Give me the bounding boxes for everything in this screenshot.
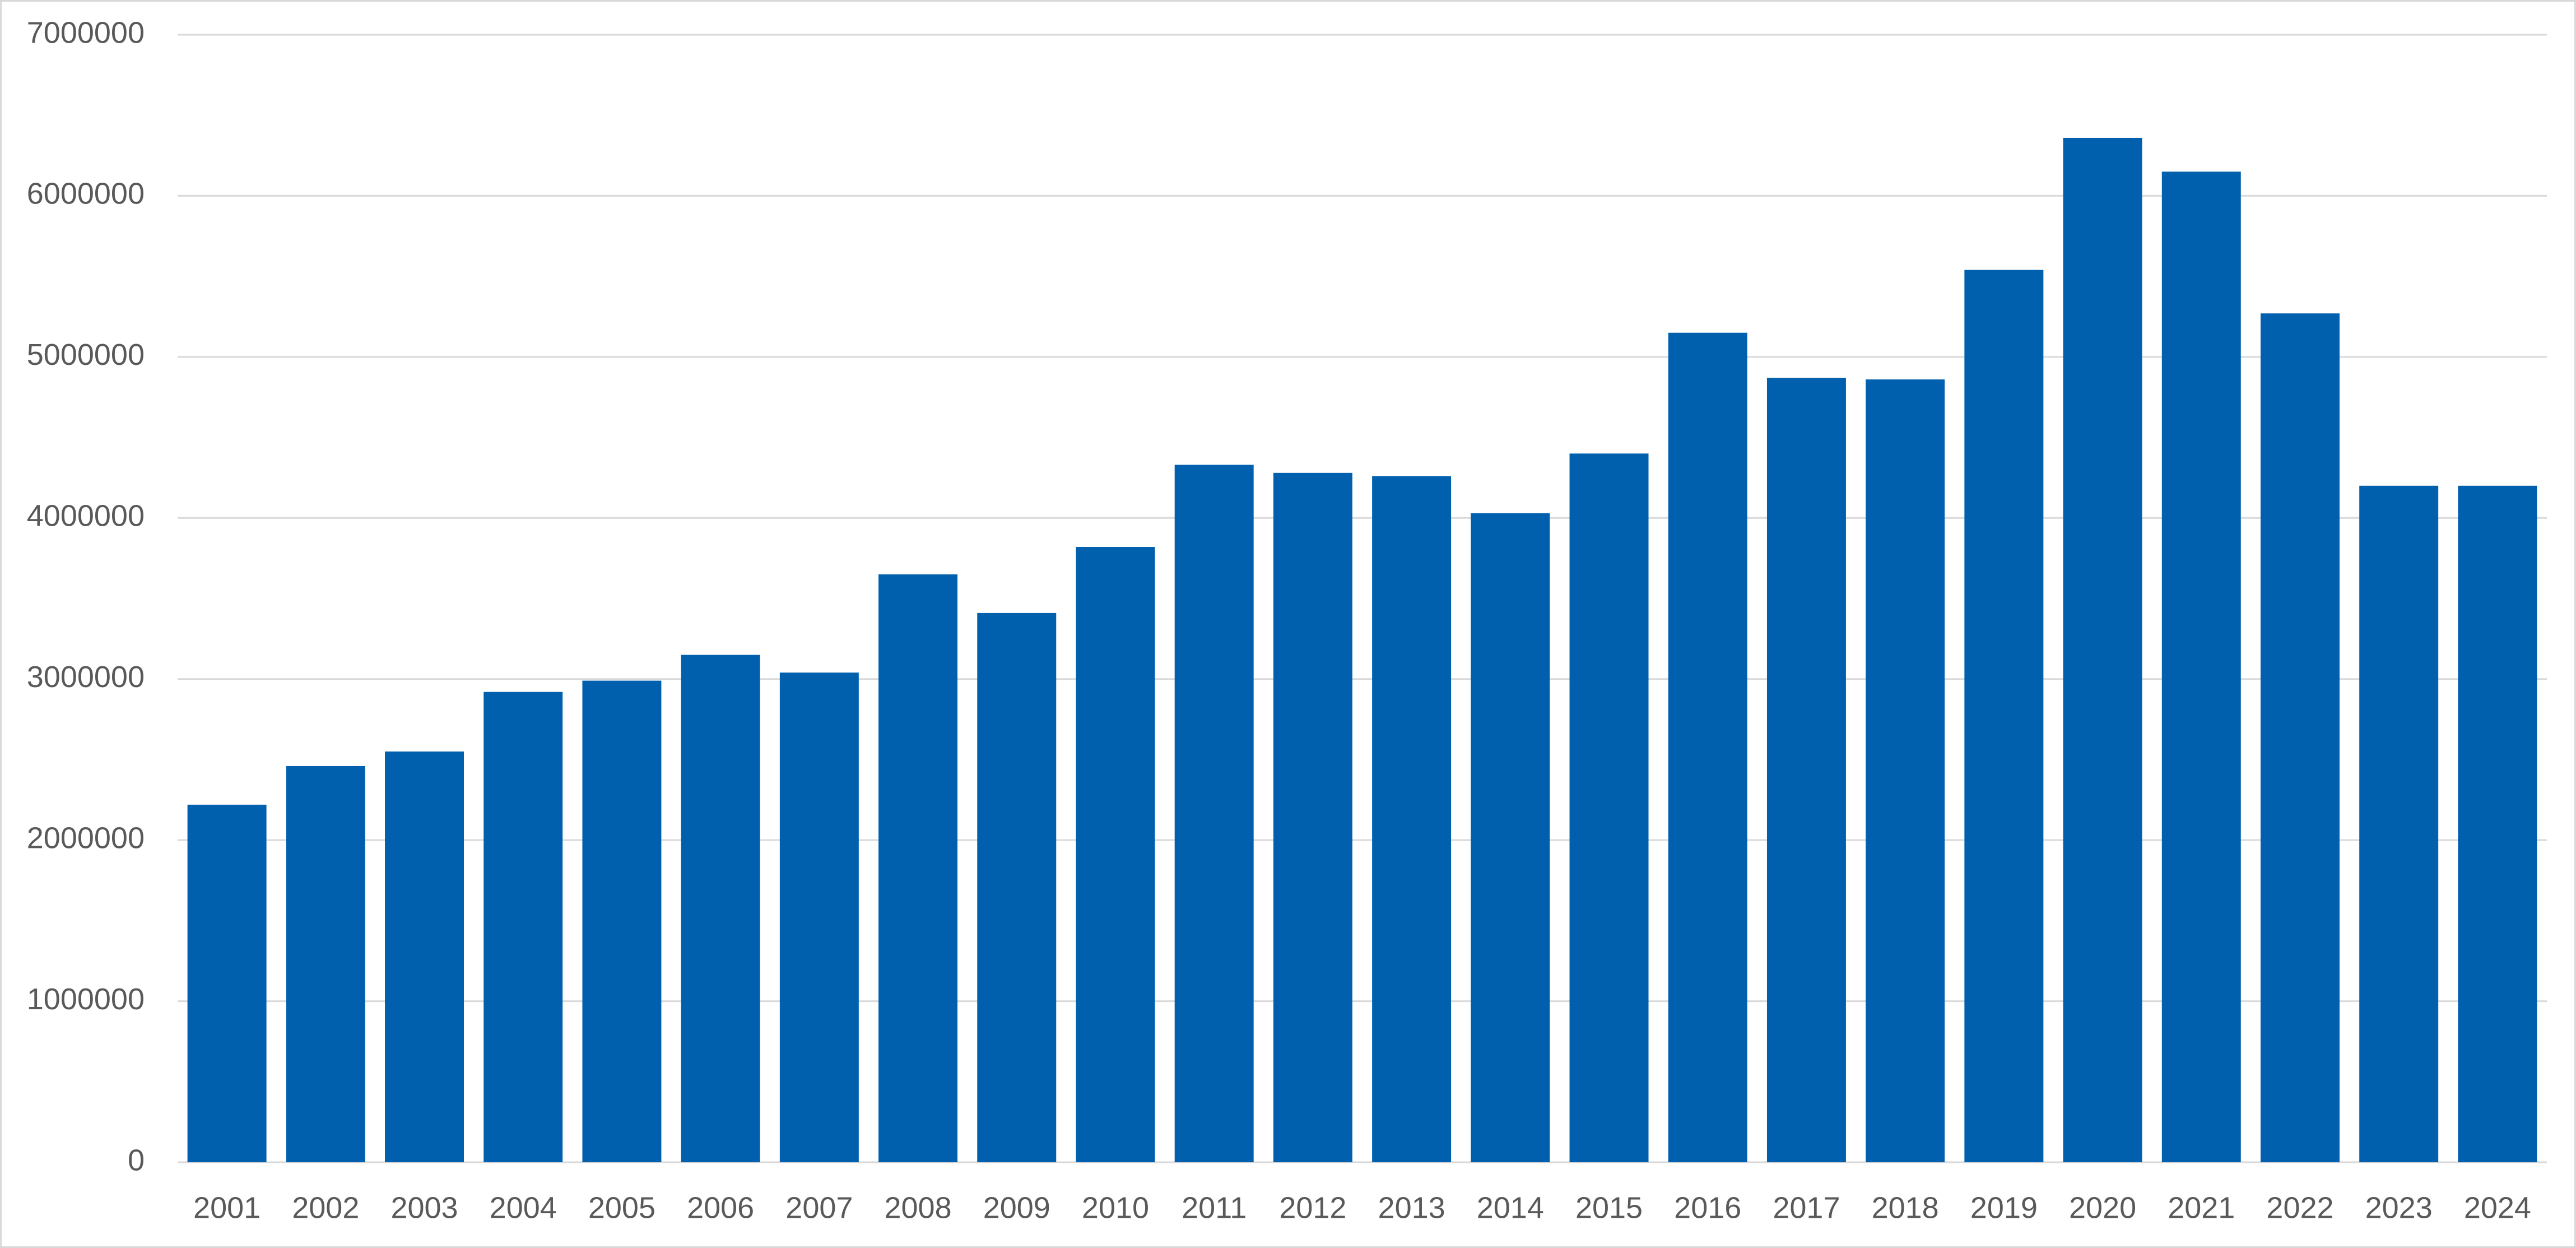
bar — [1076, 547, 1155, 1162]
x-tick-label: 2010 — [1082, 1191, 1149, 1224]
x-tick-label: 2022 — [2266, 1191, 2333, 1224]
bar — [878, 574, 958, 1162]
bar — [2260, 313, 2340, 1162]
bar — [1273, 472, 1352, 1163]
bar — [1372, 476, 1452, 1163]
y-tick-label: 3000000 — [27, 660, 145, 694]
x-tick-label: 2004 — [490, 1191, 557, 1224]
x-tick-label: 2007 — [785, 1191, 853, 1224]
y-tick-label: 7000000 — [27, 16, 145, 49]
bar — [582, 680, 662, 1162]
y-tick-label: 0 — [128, 1143, 145, 1177]
x-tick-label: 2018 — [1872, 1191, 1939, 1224]
x-tick-label: 2005 — [588, 1191, 655, 1224]
x-tick-label: 2001 — [193, 1191, 261, 1224]
x-tick-label: 2017 — [1773, 1191, 1840, 1224]
bar — [1964, 270, 2044, 1162]
bar — [2063, 137, 2142, 1162]
x-tick-label: 2003 — [390, 1191, 458, 1224]
x-tick-label: 2008 — [884, 1191, 951, 1224]
x-tick-label: 2021 — [2168, 1191, 2235, 1224]
bar — [779, 672, 859, 1162]
bar — [2458, 485, 2537, 1162]
y-tick-label: 4000000 — [27, 499, 145, 533]
y-tick-label: 5000000 — [27, 338, 145, 372]
x-tick-label: 2015 — [1575, 1191, 1643, 1224]
bar — [483, 692, 563, 1162]
x-tick-label: 2014 — [1477, 1191, 1544, 1224]
bar — [2359, 485, 2439, 1162]
bar — [1668, 332, 1747, 1162]
bar — [681, 655, 760, 1162]
x-tick-label: 2024 — [2464, 1191, 2531, 1224]
bar — [2161, 171, 2241, 1162]
y-tick-label: 1000000 — [27, 982, 145, 1016]
x-tick-label: 2023 — [2365, 1191, 2433, 1224]
x-tick-label: 2002 — [292, 1191, 359, 1224]
bar — [1866, 379, 1945, 1162]
x-tick-label: 2006 — [687, 1191, 754, 1224]
x-tick-label: 2016 — [1674, 1191, 1741, 1224]
x-tick-label: 2020 — [2069, 1191, 2136, 1224]
bar — [187, 804, 267, 1162]
x-tick-label: 2019 — [1970, 1191, 2038, 1224]
bar — [385, 751, 464, 1162]
y-tick-label: 6000000 — [27, 177, 145, 211]
bar — [1174, 465, 1254, 1162]
bar — [1569, 453, 1649, 1163]
bar — [977, 613, 1057, 1162]
bar — [1766, 378, 1846, 1162]
x-tick-label: 2009 — [983, 1191, 1050, 1224]
y-tick-label: 2000000 — [27, 821, 145, 855]
bar — [286, 765, 365, 1162]
x-tick-label: 2013 — [1378, 1191, 1445, 1224]
bar — [1471, 513, 1550, 1162]
x-tick-label: 2012 — [1279, 1191, 1346, 1224]
x-tick-label: 2011 — [1182, 1191, 1247, 1224]
